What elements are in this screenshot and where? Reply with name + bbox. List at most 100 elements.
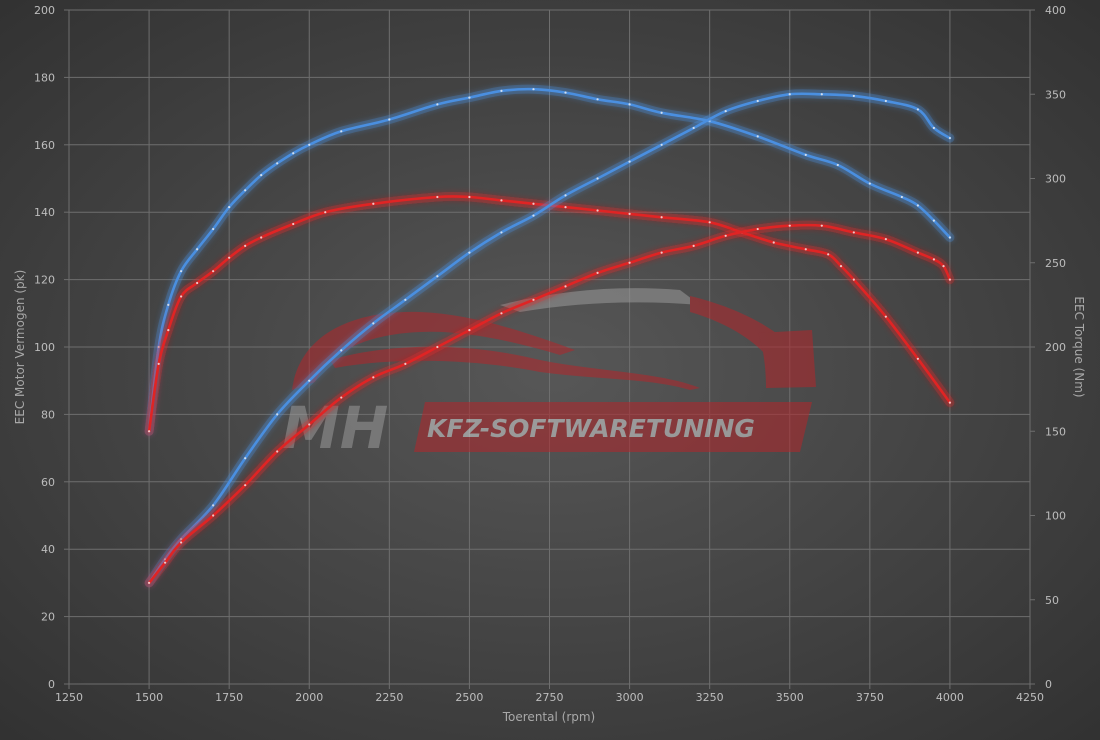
data-point-power-tuned-22 (820, 93, 823, 96)
y-right-axis-title: EEC Torque (Nm) (1072, 296, 1086, 397)
data-point-power-stock-28 (948, 278, 952, 281)
y-left-tick-label-80: 80 (41, 408, 55, 421)
data-point-torque-stock-23 (804, 248, 807, 251)
data-point-power-tuned-19 (724, 110, 727, 113)
data-point-power-stock-4 (244, 484, 247, 487)
data-point-power-stock-0 (147, 581, 151, 585)
x-tick-label-3000: 3000 (616, 691, 644, 704)
series-torque-stock (144, 191, 955, 436)
x-tick-label-2250: 2250 (375, 691, 403, 704)
x-tick-label-2000: 2000 (295, 691, 323, 704)
data-point-torque-stock-10 (324, 211, 327, 214)
data-point-torque-tuned-29 (932, 219, 936, 222)
y-left-tick-label-140: 140 (34, 206, 55, 219)
data-point-power-stock-19 (724, 234, 727, 237)
data-point-torque-tuned-11 (308, 143, 311, 146)
y-right-tick-label-150: 150 (1045, 425, 1066, 438)
y-left-tick-label-0: 0 (48, 678, 55, 691)
data-point-torque-tuned-2 (167, 303, 170, 306)
x-tick-label-3250: 3250 (696, 691, 724, 704)
data-point-power-tuned-3 (212, 504, 215, 507)
data-point-torque-stock-5 (212, 270, 215, 273)
y-right-tick-label-350: 350 (1045, 88, 1066, 101)
data-point-torque-stock-20 (708, 221, 711, 224)
y-right-tick-label-250: 250 (1045, 257, 1066, 270)
y-left-tick-label-60: 60 (41, 476, 55, 489)
data-point-power-tuned-11 (468, 251, 471, 254)
x-tick-label-1500: 1500 (135, 691, 163, 704)
data-point-power-tuned-21 (788, 93, 791, 96)
data-point-torque-tuned-20 (628, 103, 631, 106)
y-left-axis-ticks: 0 20 40 60 80 100 120 140 160 180 200 (34, 4, 55, 691)
data-point-power-stock-27 (942, 265, 945, 268)
data-point-torque-tuned-27 (900, 195, 903, 199)
data-point-power-stock-10 (436, 345, 439, 349)
data-point-torque-tuned-19 (596, 98, 599, 101)
data-point-power-tuned-17 (660, 143, 663, 146)
data-point-torque-stock-25 (839, 265, 843, 268)
data-point-torque-stock-4 (196, 281, 199, 285)
data-point-torque-tuned-30 (948, 236, 952, 239)
data-point-power-tuned-24 (884, 99, 887, 103)
data-point-power-tuned-10 (436, 275, 439, 278)
data-point-power-stock-26 (932, 258, 936, 261)
y-right-axis-ticks: 0 50 100 150 200 250 300 350 400 (1045, 4, 1066, 691)
series-line-power-tuned (147, 92, 952, 585)
data-point-torque-tuned-15 (468, 96, 471, 99)
data-point-power-stock-16 (628, 261, 631, 264)
data-point-power-stock-11 (468, 329, 471, 332)
data-point-torque-tuned-13 (388, 118, 391, 121)
y-right-tick-label-0: 0 (1045, 678, 1052, 691)
x-tick-label-1750: 1750 (215, 691, 243, 704)
data-point-torque-stock-28 (916, 357, 919, 360)
data-point-power-stock-23 (852, 231, 855, 234)
data-point-torque-tuned-4 (196, 248, 199, 251)
data-point-power-tuned-26 (932, 126, 936, 130)
data-point-power-stock-2 (180, 541, 183, 544)
data-point-torque-tuned-16 (500, 89, 503, 92)
data-point-power-stock-6 (308, 423, 311, 426)
data-point-torque-stock-11 (372, 202, 375, 205)
data-point-torque-stock-15 (532, 202, 535, 205)
watermark-brand: KFZ-SOFTWARETUNING (427, 414, 755, 443)
data-point-power-tuned-8 (372, 322, 375, 325)
data-point-power-tuned-15 (596, 177, 599, 180)
data-point-power-tuned-9 (404, 298, 407, 301)
x-tick-label-4250: 4250 (1016, 691, 1044, 704)
series-power-tuned (144, 89, 955, 588)
data-point-torque-tuned-28 (916, 204, 919, 207)
data-point-torque-tuned-7 (244, 189, 247, 192)
data-point-torque-stock-6 (228, 256, 231, 259)
data-point-power-tuned-14 (564, 194, 567, 197)
data-point-torque-stock-19 (660, 216, 663, 219)
curves (144, 84, 955, 588)
data-point-torque-stock-9 (292, 222, 295, 226)
data-point-power-stock-7 (340, 396, 343, 399)
data-point-torque-stock-0 (147, 430, 151, 433)
data-point-power-stock-15 (596, 271, 599, 274)
y-left-axis-title: EEC Motor Vermogen (pk) (13, 270, 27, 425)
x-tick-label-1250: 1250 (55, 691, 83, 704)
data-point-torque-stock-13 (468, 195, 471, 199)
data-point-power-tuned-25 (916, 108, 919, 111)
data-point-power-tuned-4 (244, 457, 247, 460)
watermark-arc-grey (500, 288, 700, 312)
watermark-arc-red-2 (758, 330, 816, 388)
data-point-torque-stock-8 (260, 236, 263, 239)
data-point-power-stock-22 (820, 224, 823, 227)
data-point-torque-stock-26 (852, 278, 855, 281)
series-power-stock (144, 220, 955, 588)
data-point-torque-stock-1 (157, 362, 160, 365)
y-left-tick-label-20: 20 (41, 611, 55, 624)
x-axis-ticks: 1250 1500 1750 2000 2250 2500 2750 3000 3250 3500… (55, 691, 1044, 704)
x-tick-label-3750: 3750 (856, 691, 884, 704)
data-point-torque-stock-2 (167, 329, 170, 332)
data-point-torque-stock-22 (772, 241, 775, 244)
data-point-torque-tuned-12 (340, 130, 343, 133)
data-point-torque-tuned-6 (228, 206, 231, 209)
y-left-tick-label-40: 40 (41, 543, 55, 556)
x-tick-label-2750: 2750 (536, 691, 564, 704)
data-point-power-stock-21 (788, 224, 791, 227)
